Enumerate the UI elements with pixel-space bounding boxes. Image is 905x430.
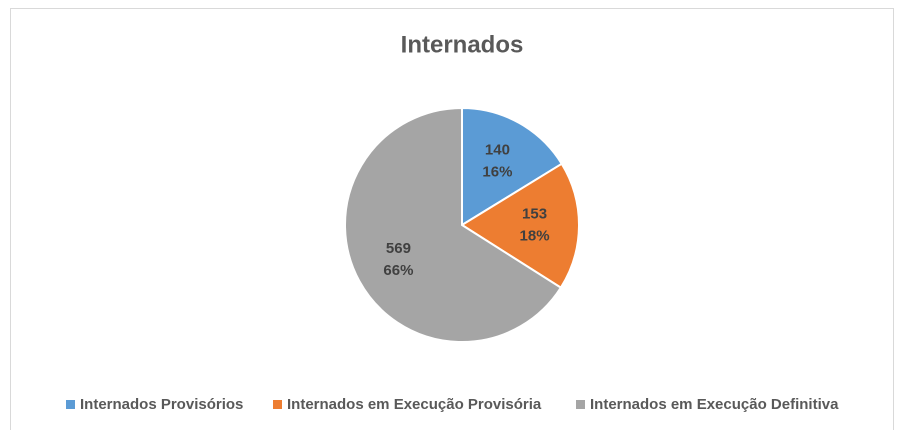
legend-label: Internados Provisórios xyxy=(80,396,243,413)
percent-label: 18% xyxy=(520,227,550,244)
percent-label: 66% xyxy=(383,262,413,279)
legend-label: Internados em Execução Provisória xyxy=(287,396,542,413)
legend-swatch xyxy=(576,400,585,409)
legend-label: Internados em Execução Definitiva xyxy=(590,396,839,413)
data-label: 140 xyxy=(485,142,510,159)
percent-label: 16% xyxy=(482,164,512,181)
legend-swatch xyxy=(273,400,282,409)
pie-slice xyxy=(461,106,564,227)
data-label: 569 xyxy=(386,240,411,257)
pie-slice xyxy=(460,162,580,290)
pie-slice xyxy=(344,106,563,343)
data-label: 153 xyxy=(522,205,547,222)
legend-swatch xyxy=(66,400,75,409)
chart-title: Internados xyxy=(401,31,524,58)
